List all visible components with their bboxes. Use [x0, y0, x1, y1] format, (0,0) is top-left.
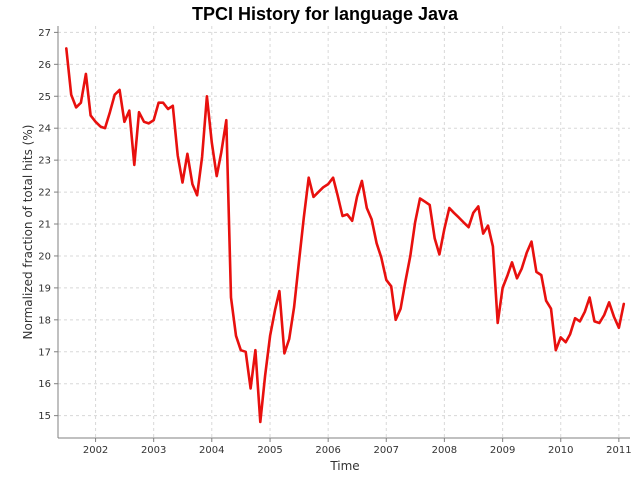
x-tick-label: 2005	[257, 445, 282, 456]
y-tick-label: 27	[38, 28, 51, 39]
y-tick-label: 23	[38, 156, 51, 167]
x-tick-label: 2003	[141, 445, 166, 456]
x-tick-label: 2009	[490, 445, 515, 456]
x-tick-label: 2002	[83, 445, 108, 456]
x-tick-label: 2011	[606, 445, 631, 456]
y-tick-label: 16	[38, 379, 51, 390]
y-tick-label: 24	[38, 124, 51, 135]
x-tick-label: 2004	[199, 445, 224, 456]
chart-title: TPCI History for language Java	[192, 4, 459, 24]
y-tick-label: 15	[38, 411, 51, 422]
y-tick-label: 17	[38, 347, 51, 358]
y-tick-label: 22	[38, 188, 51, 199]
grid	[58, 26, 630, 438]
y-tick-label: 20	[38, 251, 51, 262]
y-axis-label: Normalized fraction of total hits (%)	[21, 125, 35, 340]
series	[65, 47, 626, 424]
x-tick-label: 2010	[548, 445, 573, 456]
series-line	[65, 47, 626, 424]
y-tick-label: 26	[38, 60, 51, 71]
y-tick-label: 19	[38, 283, 51, 294]
ticks: 15 16 17 18 19 20 21 22 23 24 25 26 27 2002 2003 2004 20…	[38, 28, 631, 456]
y-tick-label: 25	[38, 92, 51, 103]
x-tick-label: 2006	[315, 445, 340, 456]
x-tick-label: 2008	[432, 445, 457, 456]
x-tick-label: 2007	[374, 445, 399, 456]
y-tick-label: 21	[38, 220, 51, 231]
y-tick-label: 18	[38, 315, 51, 326]
x-axis-label: Time	[329, 459, 359, 473]
